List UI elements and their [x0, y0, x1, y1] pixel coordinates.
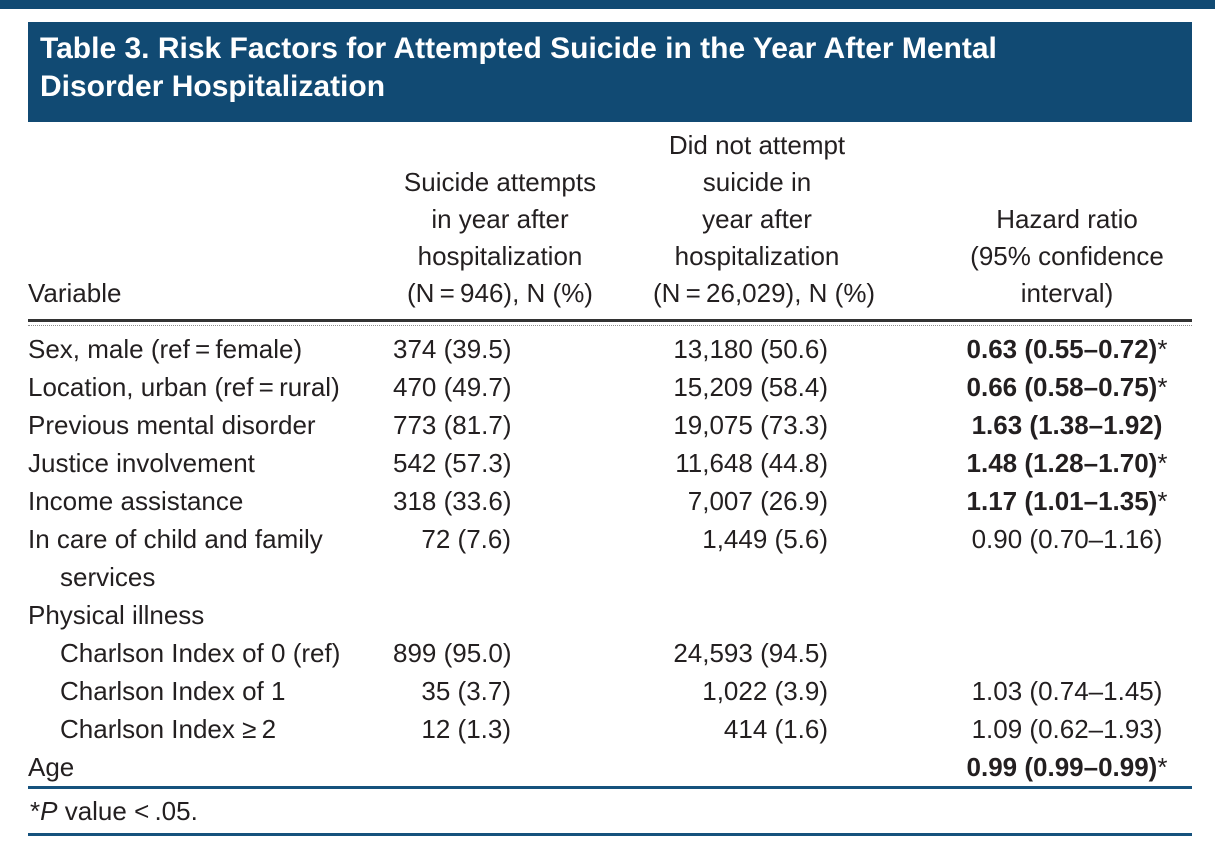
- no-attempt-count-cell: 1,022 (3.9): [702, 676, 828, 706]
- table-bottom-rule: [28, 786, 1192, 789]
- hazard-ratio-value: 0.66 (0.58–0.75): [966, 372, 1158, 402]
- table-row: Income assistance 318 (33.6) 7,007 (26.9) 1…: [28, 482, 1192, 520]
- significance-asterisk: *: [1157, 372, 1168, 402]
- table-row: Charlson Index of 0 (ref) 899 (95.0) 24,59…: [28, 634, 1192, 672]
- page-top-accent-bar: [0, 0, 1215, 9]
- no-attempt-count-cell: 7,007 (26.9): [687, 486, 828, 516]
- column-header-hazard-ratio: Hazard ratio (95% confidence interval): [970, 204, 1164, 308]
- footnote-asterisk: *: [30, 796, 41, 826]
- hazard-ratio-value: 0.90 (0.70–1.16): [971, 524, 1163, 554]
- hazard-ratio-value: 1.17 (1.01–1.35): [966, 486, 1158, 516]
- table-row: Previous mental disorder 773 (81.7) 19,075…: [28, 406, 1192, 444]
- no-attempt-count-cell: 13,180 (50.6): [673, 334, 828, 364]
- hazard-ratio-cell: 0.90 (0.70–1.16): [888, 520, 1192, 558]
- hazard-ratio-value: 1.63 (1.38–1.92): [971, 410, 1163, 440]
- no-attempt-count-cell: 24,593 (94.5): [673, 638, 828, 668]
- hazard-ratio-value: 1.09 (0.62–1.93): [971, 714, 1163, 744]
- variable-cell: In care of child and family services: [28, 524, 323, 592]
- variable-cell: Justice involvement: [28, 448, 255, 478]
- significance-asterisk: *: [1157, 486, 1168, 516]
- column-header-suicide-attempts: Suicide attempts in year after hospitali…: [403, 167, 597, 308]
- attempt-count-cell: 12 (1.3): [421, 714, 511, 744]
- hazard-ratio-value: 0.63 (0.55–0.72): [966, 334, 1158, 364]
- header-divider-rule: [28, 319, 1192, 326]
- column-header-did-not-attempt: Did not attempt suicide in year after ho…: [653, 130, 876, 308]
- hazard-ratio-cell: 1.09 (0.62–1.93): [888, 710, 1192, 748]
- attempt-count-cell: 374 (39.5): [393, 334, 512, 364]
- no-attempt-count-cell: 19,075 (73.3): [673, 410, 828, 440]
- hazard-ratio-value: 1.03 (0.74–1.45): [971, 676, 1163, 706]
- hazard-ratio-value: 0.99 (0.99–0.99): [966, 752, 1158, 782]
- hazard-ratio-cell: 0.66 (0.58–0.75)*: [888, 368, 1192, 406]
- attempt-count-cell: 899 (95.0): [393, 638, 512, 668]
- table-body: Sex, male (ref = female) 374 (39.5) 13,180…: [28, 326, 1192, 786]
- no-attempt-count-cell: 15,209 (58.4): [673, 372, 828, 402]
- variable-cell: Location, urban (ref = rural): [28, 372, 340, 402]
- table-row: Sex, male (ref = female) 374 (39.5) 13,180…: [28, 330, 1192, 368]
- table-title: Table 3. Risk Factors for Attempted Suic…: [28, 22, 1192, 122]
- hazard-ratio-cell: 1.63 (1.38–1.92): [888, 406, 1192, 444]
- attempt-count-cell: 542 (57.3): [393, 448, 512, 478]
- footnote-bottom-rule: [28, 833, 1192, 836]
- table-row: Physical illness: [28, 596, 1192, 634]
- no-attempt-count-cell: 1,449 (5.6): [702, 524, 828, 554]
- hazard-ratio-value: 1.48 (1.28–1.70): [966, 448, 1158, 478]
- variable-cell: Income assistance: [28, 486, 244, 516]
- hazard-ratio-cell: 0.99 (0.99–0.99)*: [888, 748, 1192, 786]
- attempt-count-cell: 470 (49.7): [393, 372, 512, 402]
- table-footnote: *P value < .05.: [28, 789, 1192, 833]
- column-header-variable: Variable: [28, 278, 122, 308]
- attempt-count-cell: 72 (7.6): [421, 524, 511, 554]
- hazard-ratio-cell: 1.17 (1.01–1.35)*: [888, 482, 1192, 520]
- hazard-ratio-cell: 1.03 (0.74–1.45): [888, 672, 1192, 710]
- table-row: Charlson Index of 1 35 (3.7) 1,022 (3.9) 1.…: [28, 672, 1192, 710]
- variable-cell: Age: [28, 752, 75, 782]
- attempt-count-cell: 773 (81.7): [393, 410, 512, 440]
- no-attempt-count-cell: 414 (1.6): [723, 714, 828, 744]
- significance-asterisk: *: [1157, 448, 1168, 478]
- table-row: Justice involvement 542 (57.3) 11,648 (44.…: [28, 444, 1192, 482]
- footnote-text: value < .05.: [57, 796, 198, 826]
- hazard-ratio-cell: 0.63 (0.55–0.72)*: [888, 330, 1192, 368]
- variable-cell: Charlson Index ≥ 2: [60, 714, 277, 744]
- no-attempt-count-cell: 11,648 (44.8): [675, 448, 828, 478]
- variable-cell: Physical illness: [28, 600, 205, 630]
- variable-cell: Charlson Index of 1: [60, 676, 286, 706]
- variable-cell: Charlson Index of 0 (ref): [60, 638, 341, 668]
- table-figure: Table 3. Risk Factors for Attempted Suic…: [28, 22, 1192, 836]
- table-row: Age 0.99 (0.99–0.99)*: [28, 748, 1192, 786]
- hazard-ratio-cell: 1.48 (1.28–1.70)*: [888, 444, 1192, 482]
- table-row: Location, urban (ref = rural) 470 (49.7) 1…: [28, 368, 1192, 406]
- table-row: Charlson Index ≥ 2 12 (1.3) 414 (1.6) 1.09 …: [28, 710, 1192, 748]
- variable-cell: Sex, male (ref = female): [28, 334, 303, 364]
- significance-asterisk: *: [1157, 752, 1168, 782]
- footnote-p-symbol: P: [40, 796, 58, 826]
- table-row: In care of child and family services 72 (…: [28, 520, 1192, 596]
- attempt-count-cell: 35 (3.7): [421, 676, 511, 706]
- table-header-row: Variable Suicide attempts in year after …: [28, 122, 1192, 319]
- attempt-count-cell: 318 (33.6): [393, 486, 512, 516]
- significance-asterisk: *: [1157, 334, 1168, 364]
- variable-cell: Previous mental disorder: [28, 410, 316, 440]
